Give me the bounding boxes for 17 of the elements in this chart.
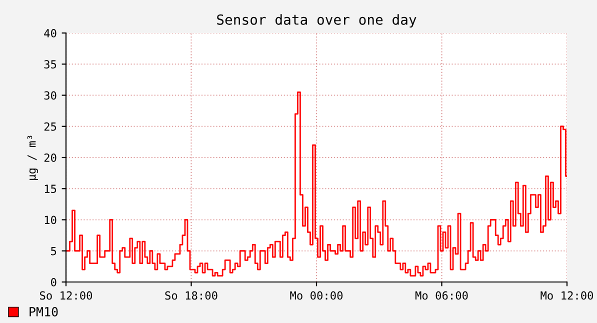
x-tick-label: So 12:00 <box>40 291 92 300</box>
x-tick-label: Mo 06:00 <box>415 291 468 300</box>
y-tick-label: 25 <box>44 122 56 131</box>
chart-title: Sensor data over one day <box>217 14 416 28</box>
y-tick-label: 35 <box>44 60 56 69</box>
y-tick-label: 20 <box>44 154 56 162</box>
y-tick-label: 5 <box>51 247 56 256</box>
x-tick-label: Mo 12:00 <box>540 291 594 300</box>
y-tick-label: 10 <box>44 216 56 224</box>
y-tick-label: 30 <box>44 91 56 100</box>
legend-label: PM10 <box>30 307 58 316</box>
y-tick-label: 0 <box>51 278 56 286</box>
x-tick-label: So 18:00 <box>165 291 218 300</box>
x-tick-label: Mo 00:00 <box>290 291 343 300</box>
y-axis-title: µg / m³ <box>27 136 38 180</box>
y-tick-label: 15 <box>44 184 56 194</box>
y-tick-label: 40 <box>44 29 56 38</box>
